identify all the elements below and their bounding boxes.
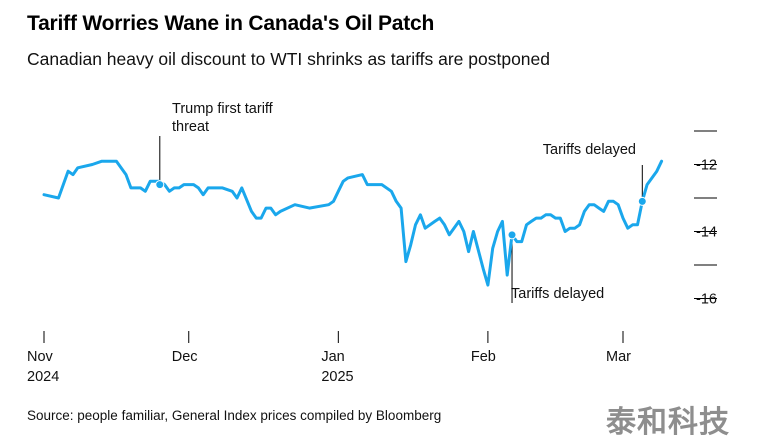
x-tick-sublabel: 2024 xyxy=(27,369,59,385)
x-tick-label: Mar xyxy=(606,349,631,365)
annotation-label: Tariffs delayed xyxy=(511,286,604,302)
y-tick-label: -14 xyxy=(696,225,717,241)
markers-group xyxy=(155,180,647,240)
x-tick-label: Feb xyxy=(471,349,496,365)
x-tick-label: Dec xyxy=(172,349,198,365)
x-tick-label: Jan xyxy=(321,349,344,365)
y-tick-label: -16 xyxy=(696,292,717,308)
watermark-logo: 泰和科技 xyxy=(606,405,730,440)
annotations: Trump first tariff threat Tariffs delayed T… xyxy=(159,101,643,303)
x-tick-sublabel: 2025 xyxy=(321,369,353,385)
series-group xyxy=(42,159,664,287)
source-note: Source: people familiar, General Index p… xyxy=(27,408,442,423)
y-axis: -12 -14 -16 xyxy=(694,130,717,308)
event-marker xyxy=(507,230,517,240)
annotation-label: Trump first tariff xyxy=(172,101,274,117)
x-tick-label: Nov xyxy=(27,349,54,365)
event-marker xyxy=(155,180,165,190)
chart-svg: -12 -14 -16 Nov 2024 Dec Jan 2025 Feb Mar Trump … xyxy=(27,101,717,385)
chart-title: Tariff Worries Wane in Canada's Oil Patc… xyxy=(27,12,435,35)
series-line xyxy=(42,159,664,287)
x-axis: Nov 2024 Dec Jan 2025 Feb Mar xyxy=(27,331,631,385)
event-marker xyxy=(637,196,647,206)
chart-subtitle: Canadian heavy oil discount to WTI shrin… xyxy=(27,49,551,69)
annotation-label: Tariffs delayed xyxy=(543,142,636,158)
annotation-label: threat xyxy=(172,119,209,135)
y-tick-label: -12 xyxy=(696,158,717,174)
